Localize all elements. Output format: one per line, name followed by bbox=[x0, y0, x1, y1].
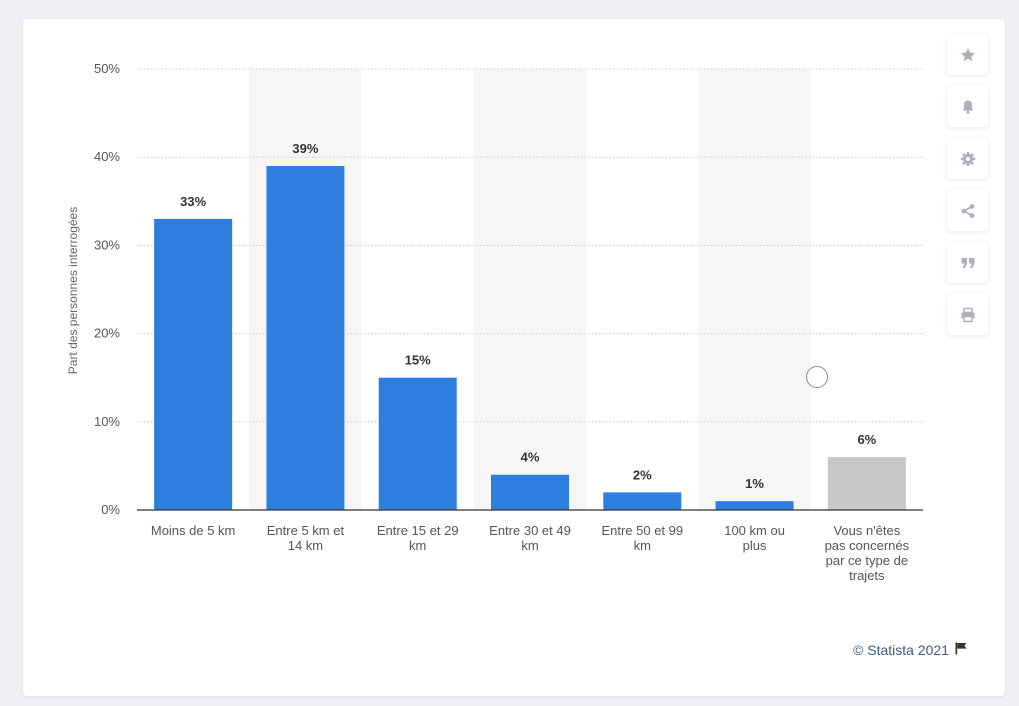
cursor-indicator bbox=[806, 366, 828, 388]
bar[interactable] bbox=[266, 166, 345, 510]
gear-icon bbox=[960, 151, 976, 167]
share-icon bbox=[960, 203, 976, 219]
y-tick-label: 40% bbox=[94, 149, 120, 164]
data-label: 39% bbox=[292, 141, 318, 156]
x-tick-label: Entre 5 km et 14 km bbox=[267, 523, 345, 553]
star-icon bbox=[960, 47, 976, 63]
share-button[interactable] bbox=[947, 190, 988, 231]
bar[interactable] bbox=[154, 218, 233, 510]
data-label: 2% bbox=[633, 467, 652, 482]
data-label: 15% bbox=[405, 353, 431, 368]
bar[interactable] bbox=[715, 501, 794, 510]
bar[interactable] bbox=[827, 457, 906, 510]
flag-icon bbox=[955, 642, 967, 658]
printer-icon bbox=[960, 307, 976, 323]
data-label: 4% bbox=[521, 450, 540, 465]
notification-button[interactable] bbox=[947, 86, 988, 127]
x-tick-label: Entre 50 et 99 km bbox=[601, 523, 683, 553]
settings-button[interactable] bbox=[947, 138, 988, 179]
chart-card: 0% 10% 20% 30% 40% 50% Part des personnes int… bbox=[23, 19, 1005, 696]
y-axis-label: Part des personnes interrogées bbox=[66, 207, 80, 374]
bar-chart: 0% 10% 20% 30% 40% 50% Part des personnes int… bbox=[66, 61, 923, 583]
bar[interactable] bbox=[603, 492, 682, 510]
quote-icon bbox=[960, 255, 976, 271]
category-band bbox=[473, 69, 587, 510]
y-tick-label: 20% bbox=[94, 326, 120, 341]
y-tick-label: 50% bbox=[94, 61, 120, 76]
data-label: 1% bbox=[745, 476, 764, 491]
x-tick-label: 100 km ou plus bbox=[724, 523, 785, 553]
cite-button[interactable] bbox=[947, 242, 988, 283]
x-tick-label: Vous n'êtes pas concernés par ce type de tr… bbox=[825, 523, 910, 583]
bell-icon bbox=[960, 99, 976, 115]
y-tick-label: 0% bbox=[101, 502, 120, 517]
y-tick-label: 10% bbox=[94, 414, 120, 429]
x-tick-label: Moins de 5 km bbox=[151, 523, 236, 538]
credit-text: © Statista 2021 bbox=[853, 642, 949, 658]
bar[interactable] bbox=[491, 474, 569, 510]
x-tick-label: Entre 30 et 49 km bbox=[489, 523, 571, 553]
x-tick-label: Entre 15 et 29 km bbox=[377, 523, 459, 553]
bar[interactable] bbox=[378, 377, 457, 510]
print-button[interactable] bbox=[947, 294, 988, 335]
data-label: 6% bbox=[857, 432, 876, 447]
data-label: 33% bbox=[180, 194, 206, 209]
category-band bbox=[698, 69, 811, 510]
statista-credit[interactable]: © Statista 2021 bbox=[853, 642, 967, 658]
y-tick-label: 30% bbox=[94, 237, 120, 252]
favorite-button[interactable] bbox=[947, 34, 988, 75]
